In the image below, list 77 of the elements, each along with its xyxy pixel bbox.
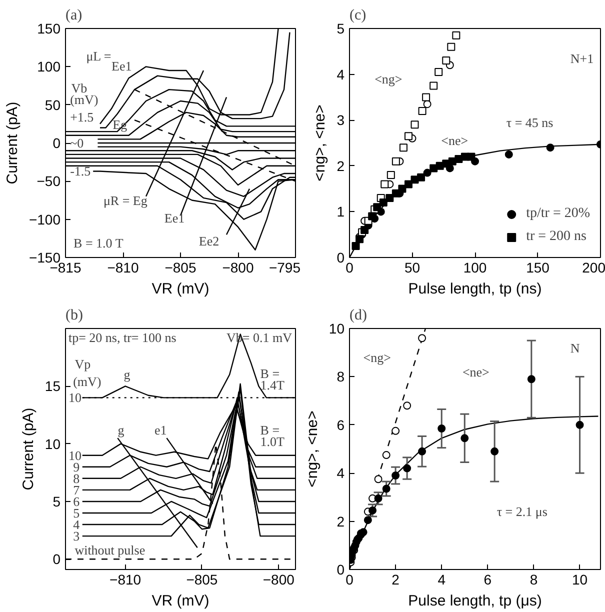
y-tick-label: 50 [44, 96, 61, 113]
annotation: Ee1 [164, 210, 185, 226]
y-tick-label: 15 [44, 378, 61, 394]
x-tick-label: −800 [262, 572, 295, 588]
annotation: Vp [74, 356, 91, 372]
x-tick-label: 100 [463, 260, 487, 276]
x-tick-label: −800 [222, 260, 254, 276]
annotation: Ee1 [112, 58, 132, 74]
y-tick-label: 0 [336, 562, 345, 578]
y-tick-label: 4 [336, 66, 345, 82]
annotation: μR = Eg [103, 192, 148, 208]
annotation: <ne> [462, 364, 490, 380]
annotation: μL = [86, 48, 112, 64]
y-tick-label: 0 [52, 135, 61, 151]
y-tick-label: 1 [336, 204, 345, 220]
x-axis-title: Pulse length, tp (μs) [408, 592, 542, 610]
x-tick-label: 8 [530, 572, 538, 588]
annotation: B = 1.0 T [74, 236, 124, 251]
x-tick-label: 150 [526, 260, 550, 276]
x-tick-label: 6 [484, 572, 492, 588]
annotation: <ng> [363, 350, 391, 365]
y-axis-title: Current (pA) [4, 102, 21, 184]
annotation: +1.5 [70, 110, 94, 125]
annotation: (mV) [73, 374, 102, 390]
annotation: τ = 45 ns [506, 114, 554, 130]
y-tick-label: 6 [336, 416, 345, 433]
annotation: N+1 [570, 50, 594, 66]
y-tick-label: 5 [52, 493, 61, 510]
y-tick-label: 4 [336, 465, 345, 482]
y-tick-label: 0 [52, 551, 61, 568]
y-tick-label: −50 [36, 173, 61, 190]
y-tick-label: 2 [336, 158, 345, 174]
y-tick-label: 0 [336, 250, 345, 266]
annotation: <ne> [441, 133, 468, 148]
x-tick-label: −810 [110, 572, 142, 588]
y-axis-title: <ng>, <ne> [312, 104, 329, 182]
x-tick-label: 2 [392, 572, 400, 588]
y-tick-label: 3 [336, 112, 345, 128]
x-axis-title: Pulse length, tp (ns) [408, 280, 542, 298]
chart-title: (d) [350, 308, 367, 324]
legend-label: tp/tr = 20% [526, 206, 590, 222]
legend-label: tr = 200 ns [526, 229, 587, 245]
annotation: 10 [68, 390, 82, 406]
annotation: g [124, 367, 131, 382]
y-axis-title: <ng>, <ne> [304, 410, 321, 488]
annotation: e1 [154, 422, 167, 438]
y-tick-label: 10 [328, 320, 345, 336]
y-tick-label: 10 [44, 436, 61, 452]
chart-title: (c) [350, 8, 366, 24]
x-tick-label: 50 [404, 260, 420, 276]
x-axis-title: VR (mV) [152, 280, 210, 298]
x-tick-label: −795 [268, 260, 301, 276]
annotation: ~0 [70, 136, 84, 150]
x-axis-title: VR (mV) [152, 592, 210, 610]
y-axis-title: Current (pA) [20, 408, 37, 490]
annotation: without pulse [74, 542, 146, 558]
x-tick-label: −805 [164, 260, 196, 276]
annotation: tp= 20 ns, tr= 100 ns [68, 330, 176, 346]
x-tick-label: 10 [572, 572, 588, 588]
y-tick-label: −100 [28, 211, 61, 228]
annotation: Ee2 [198, 233, 220, 248]
chart-title: (a) [66, 8, 82, 24]
x-tick-label: −810 [107, 260, 139, 276]
y-tick-label: 8 [336, 368, 345, 385]
x-tick-label: −805 [186, 572, 218, 588]
y-tick-label: 100 [37, 58, 61, 75]
y-tick-label: 150 [37, 20, 61, 36]
x-tick-label: 200 [582, 260, 605, 276]
x-tick-label: 4 [438, 572, 446, 588]
y-tick-label: 5 [336, 20, 345, 36]
annotation: -1.5 [70, 164, 91, 179]
annotation: N [570, 340, 580, 356]
y-tick-label: 2 [336, 513, 345, 530]
annotation: τ = 2.1 μs [496, 504, 548, 520]
annotation: g [118, 422, 125, 438]
chart-title: (b) [66, 308, 83, 324]
annotation: <ng> [374, 71, 402, 86]
